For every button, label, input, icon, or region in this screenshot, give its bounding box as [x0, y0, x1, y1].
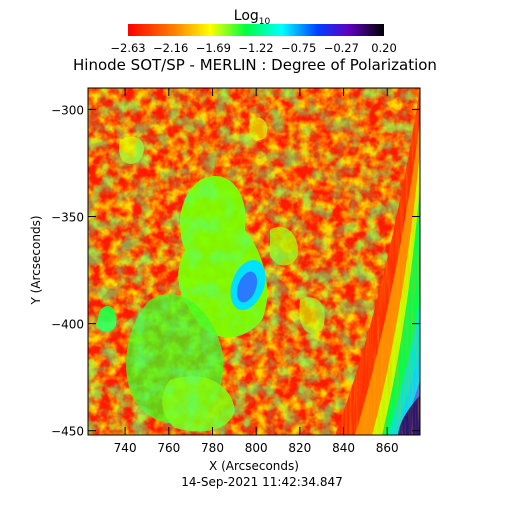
footer-timestamp: 14-Sep-2021 11:42:34.847 [181, 475, 343, 489]
x-tick-label: 820 [288, 441, 311, 455]
colorbar-tick-label: −1.69 [196, 41, 231, 55]
y-tick-label: −350 [51, 211, 84, 225]
colorbar-tick-label: −2.16 [153, 41, 188, 55]
y-axis: −300 −350 −400 −450 [51, 103, 420, 439]
x-tick-label: 760 [157, 441, 180, 455]
chart-title: Hinode SOT/SP - MERLIN : Degree of Polar… [73, 56, 437, 74]
y-tick-label: −400 [51, 318, 84, 332]
plot-frame [87, 87, 421, 436]
x-tick-label: 740 [114, 441, 137, 455]
y-axis-label: Y (Arcseconds) [29, 215, 43, 305]
x-tick-label: 860 [376, 441, 399, 455]
colorbar-tick-label: −0.75 [281, 41, 316, 55]
x-tick-label: 800 [245, 441, 268, 455]
colorbar-tick-label: −2.63 [110, 41, 145, 55]
colorbar [128, 24, 384, 36]
x-axis-label: X (Arcseconds) [209, 459, 299, 473]
x-axis: 740 760 780 800 820 840 860 [114, 88, 399, 455]
heatmap-image [88, 88, 420, 435]
colorbar-ticks: −2.63 −2.16 −1.69 −1.22 −0.75 −0.27 0.20 [110, 41, 396, 55]
colorbar-tick-label: 0.20 [371, 41, 397, 55]
colorbar-title: Log10 [234, 8, 271, 27]
y-tick-label: −450 [51, 425, 84, 439]
y-tick-label: −300 [51, 103, 84, 117]
colorbar-tick-label: −0.27 [324, 41, 359, 55]
colorbar-tick-label: −1.22 [238, 41, 273, 55]
x-tick-label: 780 [201, 441, 224, 455]
x-tick-label: 840 [332, 441, 355, 455]
